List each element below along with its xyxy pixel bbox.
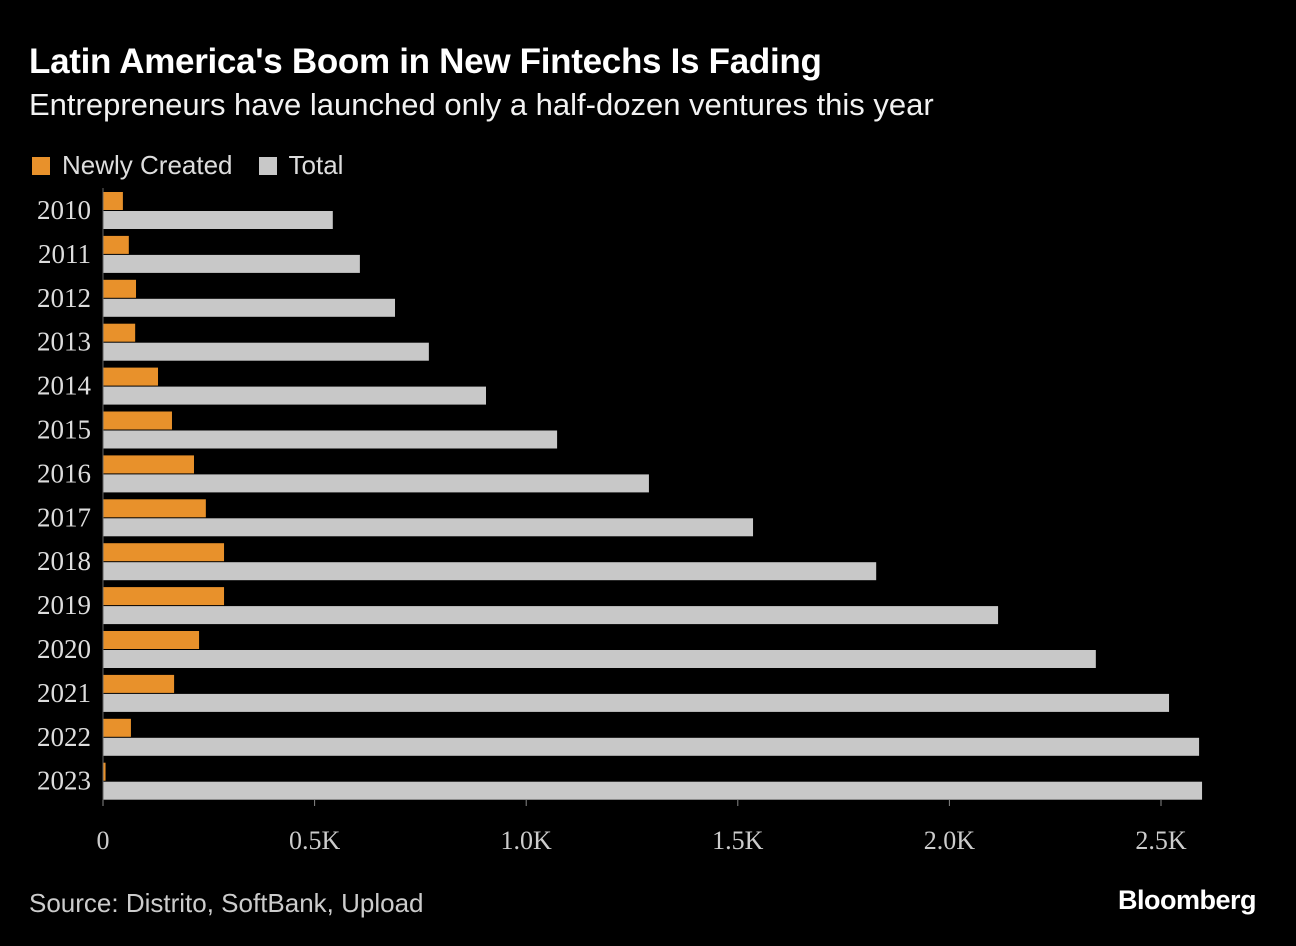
bar-total (103, 430, 558, 449)
y-tick-label: 2010 (37, 195, 91, 225)
bar-newly-created (103, 543, 225, 562)
y-tick-label: 2019 (37, 590, 91, 620)
y-tick-label: 2013 (37, 327, 91, 357)
y-tick-label: 2017 (37, 502, 91, 532)
x-tick-label: 2.0K (924, 826, 976, 855)
chart-subtitle: Entrepreneurs have launched only a half-… (29, 87, 934, 122)
bar-total (103, 254, 360, 273)
bar-total (103, 211, 333, 229)
bar-newly-created (103, 499, 206, 518)
bar-total (103, 781, 1203, 800)
bar-newly-created (103, 367, 159, 386)
bar-total (103, 737, 1200, 756)
x-tick-label: 1.0K (501, 826, 553, 855)
bar-newly-created (103, 587, 225, 606)
legend-label-newly-created: Newly Created (62, 150, 233, 180)
source-note: Source: Distrito, SoftBank, Upload (29, 888, 424, 918)
bar-newly-created (103, 192, 123, 210)
bar-total (103, 474, 649, 493)
bar-newly-created (103, 718, 131, 737)
bar-total (103, 518, 754, 537)
bar-total (103, 298, 396, 317)
x-tick-label: 2.5K (1135, 826, 1187, 855)
y-tick-label: 2011 (38, 239, 91, 269)
bar-total (103, 386, 486, 405)
bar-newly-created (103, 762, 106, 781)
y-tick-label: 2016 (37, 458, 91, 488)
bar-total (103, 606, 999, 625)
x-tick-label: 1.5K (712, 826, 764, 855)
legend: Newly Created Total (32, 150, 369, 181)
legend-item-newly-created: Newly Created (32, 150, 233, 181)
x-tick-label: 0 (97, 826, 110, 855)
bloomberg-logo: Bloomberg (1117, 885, 1257, 915)
y-tick-label: 2023 (37, 766, 91, 796)
bar-total (103, 693, 1170, 712)
bar-newly-created (103, 235, 129, 254)
y-tick-label: 2018 (37, 546, 91, 576)
y-tick-label: 2020 (37, 634, 91, 664)
y-tick-label: 2012 (37, 283, 91, 313)
bar-newly-created (103, 411, 172, 430)
x-tick-label: 0.5K (289, 826, 341, 855)
bar-newly-created (103, 631, 200, 649)
bar-newly-created (103, 323, 136, 342)
legend-label-total: Total (288, 150, 344, 180)
bar-total (103, 342, 429, 361)
y-tick-label: 2015 (37, 415, 91, 445)
legend-item-total: Total (258, 150, 344, 181)
bar-total (103, 562, 877, 581)
y-tick-label: 2014 (37, 371, 92, 401)
legend-swatch-newly-created (32, 156, 50, 175)
y-tick-label: 2022 (37, 722, 91, 752)
chart-title: Latin America's Boom in New Fintechs Is … (29, 42, 822, 81)
bar-newly-created (103, 279, 137, 298)
bar-newly-created (103, 674, 175, 693)
y-tick-label: 2021 (37, 678, 91, 708)
bar-total (103, 650, 1096, 668)
legend-swatch-total (258, 156, 277, 175)
bar-newly-created (103, 455, 194, 474)
